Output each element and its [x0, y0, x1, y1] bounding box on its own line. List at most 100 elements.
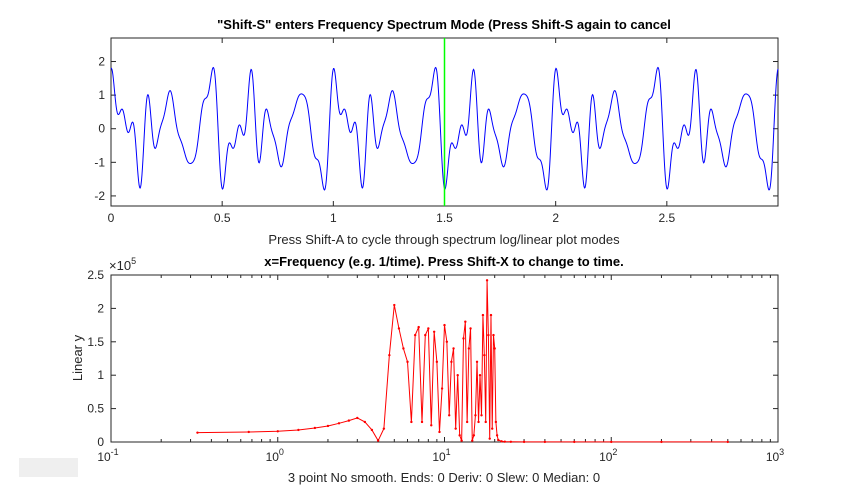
- spectrum-point: [382, 427, 386, 430]
- spectrum-point: [492, 333, 495, 337]
- spectrum-xtick-exp: 3: [779, 447, 784, 457]
- spectrum-xtick-exp: 0: [279, 447, 284, 457]
- signal-xtick-label: 0.5: [214, 211, 231, 225]
- spectrum-point: [471, 439, 474, 442]
- signal-tick-layer: 0 0.5 1 1.5 2 2.5 -2 -1 0 1 2: [94, 38, 778, 225]
- spectrum-xtick-label: 100: [266, 447, 284, 464]
- signal-xtick-label: 1: [330, 211, 337, 225]
- spectrum-ytick-label: 2.5: [87, 268, 104, 282]
- signal-xtick-label: 1.5: [436, 211, 453, 225]
- spectrum-axes-box: [110, 274, 779, 443]
- spectrum-xtick-base: 10: [432, 450, 446, 464]
- signal-xtick-label: 2.5: [658, 211, 675, 225]
- spectrum-point: [452, 347, 455, 350]
- spectrum-point: [406, 360, 409, 364]
- spectrum-point-layer: [196, 279, 730, 444]
- spectrum-point: [347, 419, 351, 422]
- signal-ytick-label: -1: [94, 155, 105, 169]
- spectrum-point: [462, 337, 465, 340]
- spectrum-point: [454, 427, 457, 430]
- spectrum-point: [475, 360, 479, 364]
- spectrum-point: [474, 414, 477, 417]
- spectrum-point: [500, 440, 503, 443]
- spectrum-point: [497, 438, 500, 442]
- spectrum-point: [443, 323, 446, 327]
- spectrum-point: [370, 428, 374, 432]
- spectrum-point: [337, 422, 341, 425]
- spectrum-line: [197, 280, 728, 443]
- spectrum-point: [522, 440, 526, 444]
- spectrum-xtick-exp: 1: [446, 447, 451, 457]
- spectrum-point: [427, 327, 430, 330]
- spectrum-ytick-label: 1: [97, 368, 104, 382]
- spectrum-point: [509, 440, 513, 443]
- spectrum-point: [393, 303, 396, 307]
- spectrum-point: [424, 333, 427, 337]
- spectrum-point: [469, 327, 472, 330]
- spectrum-point: [432, 330, 436, 333]
- y-multiplier-exp: 5: [131, 256, 136, 266]
- spectrum-point: [493, 347, 496, 350]
- spectrum-point: [440, 387, 444, 390]
- spectrum-point: [489, 313, 493, 317]
- y-multiplier: ×105: [109, 256, 136, 273]
- spectrum-axes: x=Frequency (e.g. 1/time). Press Shift-X…: [70, 254, 784, 485]
- signal-ytick-label: 2: [98, 55, 105, 69]
- signal-xtick-label: 0: [108, 211, 115, 225]
- spectrum-point: [464, 320, 467, 323]
- spectrum-xtick-base: 10: [766, 450, 780, 464]
- spectrum-ytick-label: 0.5: [87, 402, 104, 416]
- spectrum-point: [445, 340, 449, 343]
- signal-ytick-label: -2: [94, 189, 105, 203]
- spectrum-point: [480, 414, 483, 417]
- spectrum-ytick-label: 2: [97, 301, 104, 315]
- y-multiplier-base: ×10: [109, 258, 131, 273]
- spectrum-xtick-label: 101: [432, 447, 450, 464]
- spectrum-point: [413, 333, 417, 337]
- spectrum-point: [472, 434, 476, 437]
- spectrum-point: [247, 430, 250, 434]
- spectrum-point: [487, 333, 490, 337]
- spectrum-ylabel: Linear y: [70, 334, 85, 381]
- spectrum-point: [726, 440, 730, 444]
- signal-ytick-label: 0: [98, 122, 105, 136]
- spectrum-xtick-exp: -1: [111, 447, 119, 457]
- spectrum-xtick-base: 10: [266, 450, 280, 464]
- spectrum-point: [410, 420, 413, 424]
- spectrum-point: [467, 347, 471, 350]
- signal-axes: "Shift-S" enters Frequency Spectrum Mode…: [94, 17, 779, 247]
- spectrum-point: [660, 440, 663, 444]
- spectrum-ytick-label: 0: [97, 435, 104, 449]
- spectrum-xtick-base: 10: [97, 450, 111, 464]
- spectrum-point: [402, 347, 405, 350]
- spectrum-point: [438, 430, 441, 434]
- signal-xtick-label: 2: [552, 211, 559, 225]
- spectrum-point: [465, 420, 469, 424]
- spectrum-point: [488, 437, 491, 440]
- spectrum-point: [458, 434, 461, 437]
- spectrum-point: [485, 279, 489, 282]
- spectrum-point: [276, 430, 279, 433]
- spectrum-point: [326, 424, 330, 428]
- spectrum-point: [297, 428, 300, 432]
- spectrum-point: [388, 353, 391, 357]
- signal-title: "Shift-S" enters Frequency Spectrum Mode…: [217, 17, 671, 32]
- spectrum-point: [313, 426, 317, 430]
- spectrum-point: [477, 420, 480, 424]
- spectrum-xlabel: 3 point No smooth. Ends: 0 Deriv: 0 Slew…: [288, 470, 600, 485]
- spectrum-point: [363, 420, 367, 424]
- spectrum-point: [610, 440, 613, 444]
- spectrum-xtick-base: 10: [599, 450, 613, 464]
- spectrum-point: [460, 439, 463, 442]
- spectrum-point: [481, 313, 485, 317]
- spectrum-point: [483, 353, 486, 357]
- spectrum-point: [435, 360, 439, 364]
- spectrum-point: [417, 325, 420, 329]
- spectrum-point: [484, 420, 487, 424]
- spectrum-xtick-label: 103: [766, 447, 784, 464]
- spectrum-point: [376, 439, 380, 442]
- status-box: [19, 458, 78, 477]
- spectrum-point: [420, 420, 424, 424]
- spectrum-point: [450, 360, 453, 364]
